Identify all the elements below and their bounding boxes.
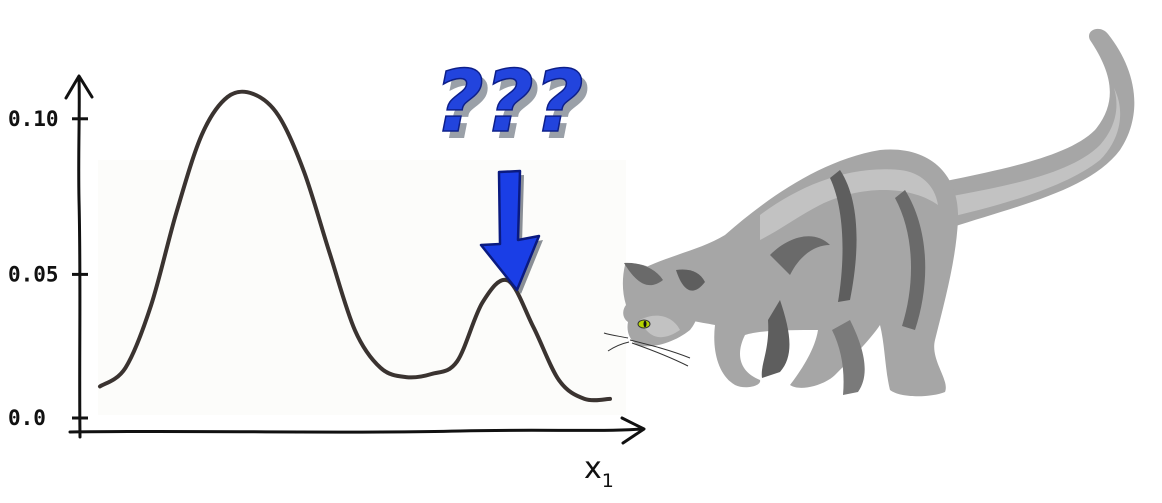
y-tick-label: 0.10 [8,107,59,131]
cat-body-highlight [760,169,938,240]
cat-body [640,149,959,397]
density-curve [98,89,612,403]
question-annotation: ??? ??? [433,51,590,159]
y-axis-line [77,76,82,439]
y-tick-label: 0.05 [8,262,59,286]
cat-whiskers [603,332,691,367]
cat-illustration-icon [603,28,1135,397]
cat-hip-stripe [895,190,926,330]
cat-ear-right [676,269,705,291]
question-marks-shadow: ??? [440,59,590,159]
y-axis-arrowhead [64,74,94,100]
y-tick-label: 0.0 [8,406,46,430]
cat-face-highlight [640,315,680,338]
plot-background [98,160,626,415]
cat-back-leg-near [832,320,865,395]
y-ticks: 0.0 0.05 0.10 [8,107,88,430]
x-axis-line [68,427,644,434]
cat-pupil [643,320,647,328]
cat-side-stripe [830,170,857,302]
blue-down-arrow-icon [479,169,543,294]
x-axis-arrowhead [620,416,646,445]
cat-front-leg-near [761,300,790,378]
cat-ear-left [624,262,663,286]
x-axis-label: x1 [584,451,614,492]
cat-shoulder-stripe [770,236,830,275]
cat-tail [885,28,1135,229]
question-marks: ??? [434,52,584,152]
axes [64,74,646,445]
